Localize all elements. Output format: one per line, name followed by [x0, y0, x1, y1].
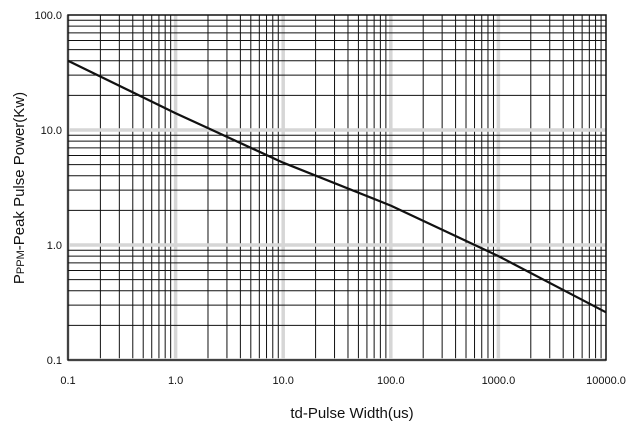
x-tick-label: 1000.0: [482, 375, 516, 387]
y-axis-label-main: P: [11, 274, 28, 284]
y-tick-label: 10.0: [41, 125, 62, 137]
y-axis-label-rest: -Peak Pulse Power(Kw): [11, 92, 28, 250]
y-tick-label: 100.0: [34, 10, 62, 22]
y-axis-label-subscript: PPM: [15, 250, 27, 274]
y-axis-label: PPPM-Peak Pulse Power(Kw): [11, 92, 28, 284]
x-tick-label: 100.0: [377, 375, 405, 387]
x-axis-label: td-Pulse Width(us): [290, 405, 413, 422]
x-tick-label: 0.1: [60, 375, 75, 387]
x-tick-label: 10.0: [272, 375, 293, 387]
grid: [66, 14, 607, 362]
x-tick-label: 1.0: [168, 375, 183, 387]
x-tick-label: 10000.0: [586, 375, 626, 387]
series-layer: [67, 59, 607, 314]
y-tick-label: 0.1: [47, 355, 62, 367]
series-line-0: [67, 59, 607, 314]
tick-labels: 0.1 1.0 10.0 100.0 1000.0 10000.0 0.1 1.0 10.0 10…: [34, 10, 625, 387]
plot-frame: [67, 14, 607, 361]
y-tick-label: 1.0: [47, 240, 62, 252]
